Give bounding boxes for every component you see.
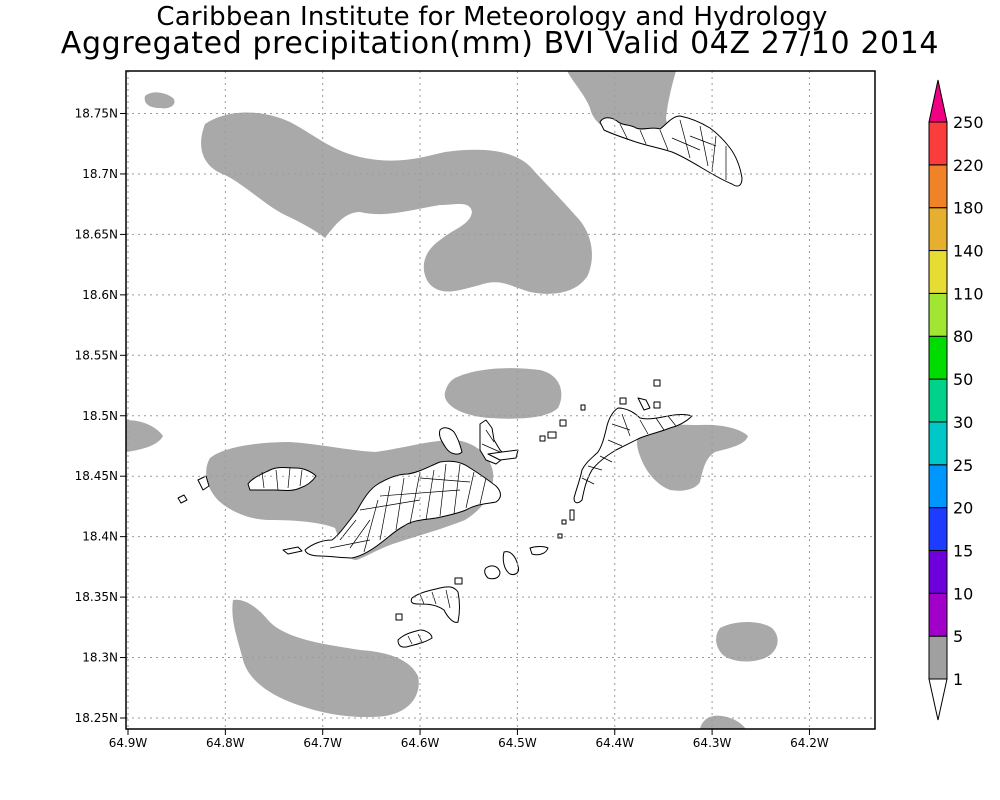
- y-tick-label: 18.35N: [75, 590, 118, 604]
- island-small-3: [395, 613, 403, 621]
- precip-area-west-edge: [126, 420, 163, 452]
- chart-title-institute: Caribbean Institute for Meteorology and …: [156, 2, 828, 32]
- colorbar-box: [928, 121, 948, 166]
- y-tick-label: 18.6N: [82, 288, 118, 302]
- island-small-4: [454, 577, 463, 585]
- island-salt: [529, 546, 549, 556]
- precip-area-northwest: [201, 112, 592, 294]
- island-small-6: [539, 435, 546, 442]
- precip-area-southeast: [716, 622, 778, 662]
- colorbar-label: 20: [953, 499, 973, 518]
- island-ginger: [502, 551, 519, 575]
- map-grid: [126, 71, 875, 729]
- precip-areas: [126, 71, 778, 729]
- x-tick-label: 64.8W: [206, 736, 245, 750]
- colorbar-label: 80: [953, 327, 973, 346]
- x-tick-label: 64.7W: [303, 736, 342, 750]
- y-tick-label: 18.7N: [82, 167, 118, 181]
- island-norman: [397, 629, 433, 648]
- y-tick-label: 18.4N: [82, 530, 118, 544]
- island-tortola: [304, 460, 501, 559]
- x-tick-label: 64.9W: [109, 736, 148, 750]
- colorbar-label: 30: [953, 413, 973, 432]
- island-small-11: [557, 533, 563, 539]
- colorbar-label: 50: [953, 370, 973, 389]
- y-axis: 18.25N 18.3N 18.35N 18.4N 18.45N 18.5N 18.55N 1…: [75, 107, 126, 725]
- colorbar-top-triangle: [928, 79, 948, 123]
- island-small-7: [580, 404, 586, 411]
- y-tick-label: 18.65N: [75, 227, 118, 241]
- y-tick-label: 18.25N: [75, 711, 118, 725]
- precip-area-east: [637, 424, 748, 491]
- y-tick-label: 18.3N: [82, 651, 118, 665]
- chart-title-product: Aggregated precipitation(mm) BVI Valid 0…: [60, 26, 940, 61]
- colorbar-label: 5: [953, 627, 963, 646]
- precip-area-small-nw: [144, 92, 175, 109]
- x-tick-label: 64.5W: [498, 736, 537, 750]
- island-small-15: [619, 397, 627, 405]
- colorbar-label: 110: [953, 284, 984, 303]
- island-peter: [410, 586, 460, 623]
- colorbar-box: [928, 549, 948, 594]
- district-boundaries: [261, 119, 727, 645]
- island-small-5: [547, 431, 557, 439]
- y-tick-label: 18.75N: [75, 107, 118, 121]
- island-small-2: [487, 449, 519, 461]
- island-virgin-gorda: [573, 407, 693, 504]
- colorbar-label: 220: [953, 156, 984, 175]
- y-tick-label: 18.45N: [75, 469, 118, 483]
- colorbar-box: [928, 421, 948, 466]
- colorbar-box: [928, 635, 948, 680]
- island-cooper: [484, 565, 501, 580]
- island-small-12: [653, 379, 661, 387]
- y-tick-label: 18.55N: [75, 348, 118, 362]
- colorbar-box: [928, 335, 948, 380]
- island-small-1: [282, 546, 303, 555]
- colorbar-box: [928, 378, 948, 423]
- precip-area-south: [232, 599, 419, 718]
- colorbar-label: 140: [953, 242, 984, 261]
- map-frame: [125, 70, 876, 730]
- colorbar-label: 15: [953, 541, 973, 560]
- x-tick-label: 64.6W: [401, 736, 440, 750]
- island-guana: [439, 427, 463, 455]
- x-axis: 64.9W 64.8W 64.7W 64.6W 64.5W 64.4W 64.3W 64.2W: [109, 729, 829, 750]
- land-outlines: [177, 115, 743, 648]
- colorbar-box: [928, 464, 948, 509]
- island-small-14: [653, 401, 661, 409]
- island-stthomas-east: [599, 115, 743, 187]
- colorbar-box: [928, 250, 948, 294]
- colorbar-box: [928, 507, 948, 551]
- island-small-8: [559, 419, 567, 427]
- colorbar-box: [928, 292, 948, 337]
- colorbar-box: [928, 592, 948, 637]
- colorbar-box: [928, 207, 948, 252]
- y-tick-label: 18.5N: [82, 409, 118, 423]
- island-small-13: [637, 397, 651, 411]
- colorbar-bottom-triangle: [928, 678, 948, 721]
- colorbar-box: [928, 164, 948, 209]
- island-small-10: [561, 519, 567, 525]
- x-tick-label: 64.4W: [595, 736, 634, 750]
- x-tick-label: 64.2W: [790, 736, 829, 750]
- precip-area-central: [444, 368, 562, 419]
- colorbar-label: 1: [953, 670, 963, 689]
- island-small-west-1: [197, 475, 210, 491]
- colorbar-label: 180: [953, 199, 984, 218]
- x-tick-label: 64.3W: [693, 736, 732, 750]
- island-small-9: [569, 509, 575, 521]
- island-small-west-2: [177, 494, 188, 504]
- precip-area-bottom: [700, 715, 746, 729]
- colorbar-label: 10: [953, 584, 973, 603]
- colorbar-label: 25: [953, 456, 973, 475]
- colorbar-label: 250: [953, 113, 984, 132]
- island-jost-van-dyke: [247, 467, 317, 491]
